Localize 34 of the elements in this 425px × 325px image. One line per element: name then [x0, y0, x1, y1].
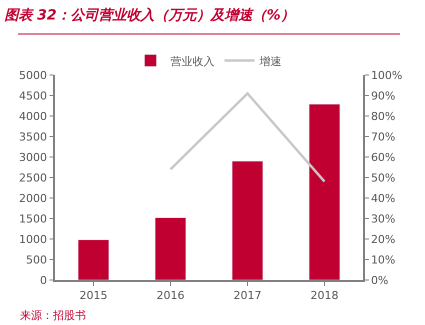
- y-tick-label: 500: [26, 253, 48, 266]
- y2-tick-label: 100%: [370, 68, 402, 82]
- x-tick-label: 2015: [80, 288, 108, 302]
- y-tick-label: 3000: [19, 150, 48, 164]
- y-tick-label: 1000: [19, 232, 48, 246]
- y2-tick-label: 40%: [370, 192, 396, 205]
- bar: [232, 160, 264, 280]
- source-note: 来源：招股书: [20, 309, 86, 322]
- bar: [154, 217, 186, 280]
- y-tick-label: 4000: [19, 110, 48, 123]
- x-tick-label: 2018: [310, 288, 338, 302]
- y-tick-label: 3500: [19, 130, 48, 144]
- y2-tick-label: 70%: [370, 130, 396, 144]
- x-tick-label: 2017: [234, 288, 262, 302]
- y2-tick-label: 0%: [370, 274, 388, 287]
- y-tick-label: 2500: [19, 171, 48, 184]
- y2-tick-label: 10%: [370, 253, 396, 266]
- chart-title: 图表 32：公司营业收入（万元）及增速（%）: [4, 8, 295, 24]
- y-tick-label: 1500: [19, 212, 48, 226]
- y2-tick-label: 50%: [370, 171, 396, 184]
- y2-tick-label: 80%: [370, 110, 396, 123]
- y2-tick-label: 90%: [370, 89, 396, 102]
- legend-label: 营业收入: [170, 54, 214, 68]
- bar: [308, 104, 340, 280]
- x-tick-label: 2016: [156, 288, 184, 302]
- y2-tick-label: 30%: [370, 212, 396, 226]
- legend-label: 增速: [258, 54, 282, 68]
- y-tick-label: 5000: [19, 68, 48, 82]
- y2-tick-label: 60%: [370, 150, 396, 164]
- y-tick-label: 4500: [19, 89, 48, 102]
- y-tick-label: 2000: [19, 192, 48, 205]
- y2-tick-label: 20%: [370, 232, 396, 246]
- bar: [78, 240, 110, 280]
- y-tick-label: 0: [40, 274, 48, 287]
